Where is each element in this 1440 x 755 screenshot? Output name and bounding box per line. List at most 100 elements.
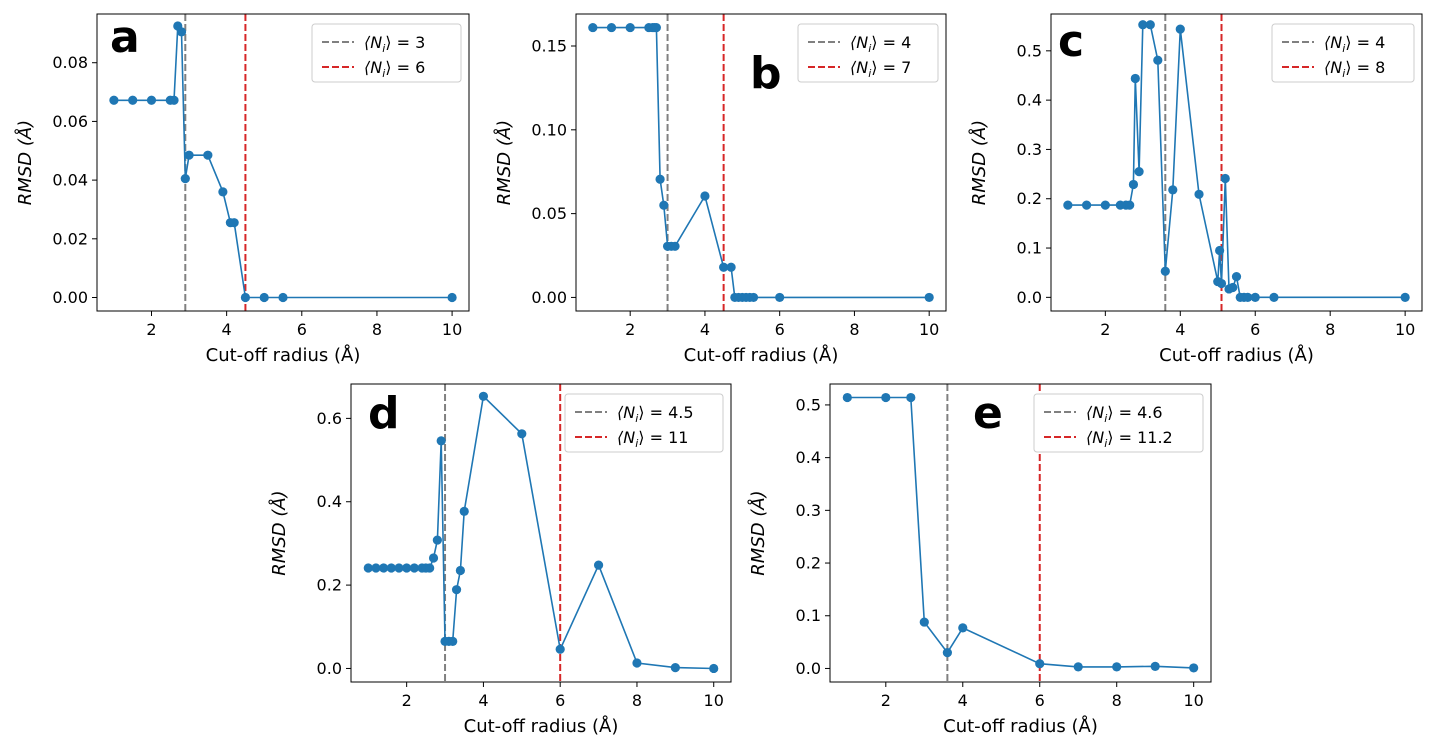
data-point xyxy=(448,636,458,646)
data-point xyxy=(655,174,665,184)
x-axis-label: Cut-off radius (Å) xyxy=(464,715,619,737)
data-point xyxy=(1175,24,1185,34)
data-point xyxy=(1128,179,1139,190)
data-point xyxy=(659,200,669,210)
data-point xyxy=(203,150,213,160)
legend-label-subscript: i xyxy=(1342,42,1345,55)
data-point xyxy=(1138,20,1148,30)
data-point xyxy=(1269,292,1279,302)
data-point xyxy=(371,563,381,573)
data-point xyxy=(425,563,435,573)
x-tick-label: 8 xyxy=(849,320,859,339)
y-tick-label: 0.00 xyxy=(52,288,88,307)
panel-b: 2 4 6 8 10 0.00 0.05 0.10 0.15 Cut-off radius (Å)… xyxy=(493,13,947,366)
data-point xyxy=(1215,245,1225,256)
x-tick-label: 8 xyxy=(372,320,382,339)
data-point xyxy=(1082,200,1092,210)
data-point xyxy=(432,535,442,545)
x-tick-label: 10 xyxy=(1184,691,1204,710)
axes-frame xyxy=(96,13,470,312)
panel-c: 2 4 6 8 10 0.0 0.1 0.2 0.3 0.4 0.5 Cut-off radius (… xyxy=(968,13,1423,366)
x-tick-label: 10 xyxy=(704,691,724,710)
data-point xyxy=(924,292,934,303)
data-point xyxy=(1130,73,1140,84)
y-tick-label: 0.5 xyxy=(1017,41,1042,60)
legend-label-subscript: i xyxy=(868,67,871,80)
panel-letter: b xyxy=(750,48,782,99)
legend-label-prefix: ⟨N xyxy=(1086,403,1104,422)
x-tick-label: 10 xyxy=(919,320,939,339)
x-tick-label: 2 xyxy=(625,320,635,339)
x-tick-label: 2 xyxy=(402,691,412,710)
legend-entry-label: ⟨Ni⟩ = 4.5 xyxy=(617,403,694,425)
data-point xyxy=(259,292,269,303)
legend-entry-label: ⟨Ni⟩ = 4 xyxy=(850,33,911,55)
x-tick-label: 8 xyxy=(632,691,642,710)
panel-letter: d xyxy=(368,388,400,439)
legend-label-suffix: ⟩ = 7 xyxy=(871,58,911,77)
legend-box xyxy=(564,393,724,453)
x-tick-label: 6 xyxy=(297,320,307,339)
y-tick-label: 0.15 xyxy=(531,37,567,56)
legend-label-prefix: ⟨N xyxy=(617,403,635,422)
axes-frame xyxy=(575,13,947,312)
x-tick-label: 8 xyxy=(1325,320,1335,339)
y-tick-label: 0.6 xyxy=(317,409,342,428)
legend-entry-label: ⟨Ni⟩ = 4 xyxy=(1324,33,1385,55)
y-tick-label: 0.02 xyxy=(52,229,88,248)
y-tick-label: 0.0 xyxy=(796,659,821,678)
legend: ⟨Ni⟩ = 4 ⟨Ni⟩ = 7 xyxy=(797,23,939,83)
legend: ⟨Ni⟩ = 4.6⟨Ni⟩ = 11.2 xyxy=(1033,393,1204,453)
legend-entry-label: ⟨Ni⟩ = 6 xyxy=(364,58,425,80)
data-point xyxy=(881,392,891,403)
data-point xyxy=(906,392,916,403)
y-tick-label: 0.2 xyxy=(796,554,821,573)
legend-label-prefix: ⟨N xyxy=(1086,428,1104,447)
y-tick-label: 0.06 xyxy=(52,112,88,131)
legend-label-subscript: i xyxy=(1104,437,1107,450)
legend-label-prefix: ⟨N xyxy=(850,58,868,77)
legend-label-suffix: ⟩ = 11 xyxy=(638,428,688,447)
data-point xyxy=(1073,662,1083,672)
y-axis-label: RMSD (Å) xyxy=(968,120,990,205)
axes-frame xyxy=(1050,13,1423,312)
x-tick-label: 4 xyxy=(478,691,488,710)
legend-label-subscript: i xyxy=(382,42,385,55)
y-axis-label: RMSD (Å) xyxy=(268,490,290,575)
data-point xyxy=(726,262,736,272)
data-point xyxy=(386,563,396,573)
data-point xyxy=(942,648,952,658)
data-point xyxy=(1145,20,1155,30)
data-point xyxy=(700,191,710,201)
legend-label-prefix: ⟨N xyxy=(364,33,382,52)
legend-entry-label: ⟨Ni⟩ = 3 xyxy=(364,33,425,55)
x-tick-label: 6 xyxy=(775,320,785,339)
data-point xyxy=(842,392,852,403)
x-tick-label: 2 xyxy=(1100,320,1110,339)
x-tick-label: 6 xyxy=(1035,691,1045,710)
data-point xyxy=(775,292,785,303)
data-point xyxy=(436,436,446,446)
data-point xyxy=(1160,266,1170,276)
y-tick-label: 0.5 xyxy=(796,395,821,414)
y-tick-label: 0.08 xyxy=(52,53,88,72)
panel-a: 2 4 6 8 10 0.00 0.02 0.04 0.06 0.08 Cut-off radius… xyxy=(14,12,470,366)
data-point xyxy=(1100,200,1110,210)
data-point xyxy=(1125,200,1135,210)
x-axis-label: Cut-off radius (Å) xyxy=(1159,344,1314,366)
legend-entry-label: ⟨Ni⟩ = 8 xyxy=(1324,58,1385,80)
legend-label-subscript: i xyxy=(868,42,871,55)
legend-label-suffix: ⟩ = 4.5 xyxy=(638,403,693,422)
legend-entry-label: ⟨Ni⟩ = 11.2 xyxy=(1086,428,1173,450)
data-point xyxy=(1194,189,1204,199)
data-point xyxy=(402,563,412,573)
axes-frame xyxy=(829,383,1212,683)
data-point xyxy=(176,27,187,37)
y-tick-label: 0.1 xyxy=(1017,239,1042,258)
legend-label-prefix: ⟨N xyxy=(1324,33,1342,52)
data-point xyxy=(1231,272,1242,282)
data-point xyxy=(748,292,759,303)
data-point xyxy=(632,658,642,668)
y-tick-label: 0.4 xyxy=(1017,91,1042,110)
x-tick-label: 10 xyxy=(442,320,462,339)
